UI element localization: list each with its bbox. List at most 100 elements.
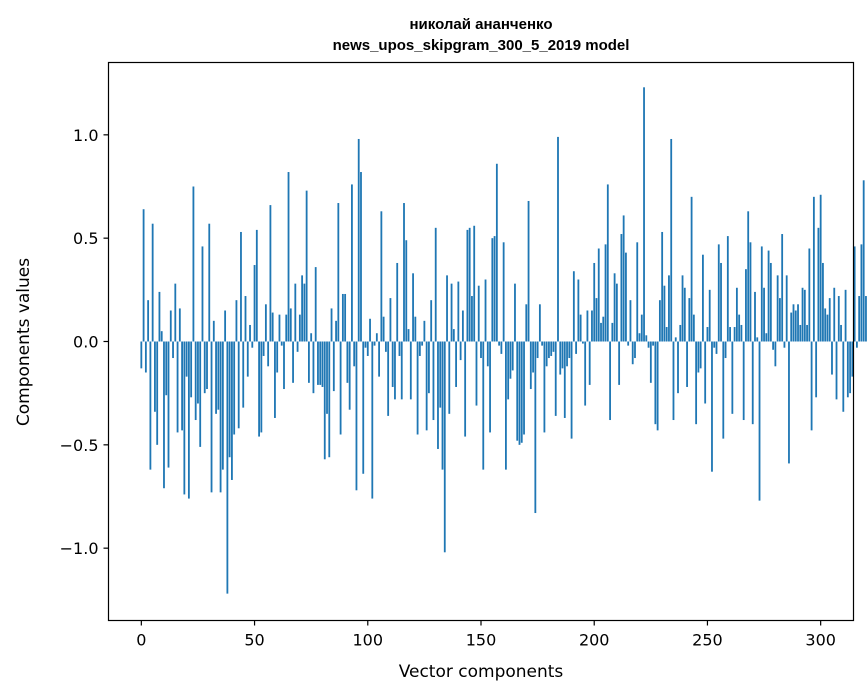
bar [283,341,285,390]
bar [197,341,199,404]
bar [767,250,770,342]
bar [538,304,541,342]
bar [461,310,464,342]
bar [611,322,614,342]
bar [371,341,374,499]
bar [570,341,573,439]
bar [663,285,666,342]
bar [190,341,193,398]
x-tick-label: 0 [136,631,146,650]
bar [475,341,478,406]
bar [527,200,530,342]
bar [627,341,630,346]
bar [332,341,335,392]
x-tick-label: 300 [805,631,836,650]
bar [450,283,453,342]
bar [491,238,494,342]
bar [609,341,611,421]
bar [840,324,842,342]
bar [799,324,802,342]
bar [387,341,390,416]
bar [215,341,217,414]
bar [815,341,818,398]
bar [751,341,754,425]
bar [615,283,618,342]
bar [323,341,326,460]
bar [747,211,750,342]
bar [482,341,485,470]
x-tick-label: 50 [244,631,264,650]
bar [185,341,188,377]
bar [237,341,240,429]
bar [339,341,342,435]
bar [726,236,729,342]
bar [414,316,417,342]
bar [285,314,288,342]
bar [846,341,849,398]
bar [242,341,245,408]
bar [790,312,793,342]
bar [473,225,476,342]
bar [702,254,704,342]
bar [181,341,183,431]
bar [520,341,523,443]
bar [794,310,797,342]
bar [203,341,206,394]
bar [298,314,301,342]
bar [584,341,587,406]
bar [221,341,224,470]
bar [781,234,784,342]
bar [344,293,347,342]
bar [656,341,659,431]
bar [244,296,247,342]
bar [559,341,562,375]
bar [430,300,433,342]
bar [330,308,333,342]
bar [391,341,394,387]
bar [618,341,621,385]
bar [264,304,267,342]
bar [160,331,163,342]
bar [466,229,469,342]
bar [735,287,738,342]
bar [640,314,643,342]
bar [722,341,725,439]
bar [360,172,362,342]
bar [679,324,682,342]
bar [756,337,759,342]
bar [579,314,582,342]
bar [706,327,709,342]
bar [176,341,179,433]
bar [335,320,337,342]
bar [509,341,512,379]
bar [835,341,838,400]
bar [649,341,652,383]
bar [158,291,161,342]
bar [437,341,439,449]
bar [518,341,521,445]
bar [643,87,645,342]
bar [595,298,598,342]
bar [502,242,505,342]
bar [305,190,308,342]
bar [769,262,772,342]
bar [591,310,593,342]
bar [280,341,283,346]
bar [763,287,765,342]
bar [713,341,716,348]
bar [154,341,156,412]
bar [165,341,168,396]
bar [638,333,641,342]
bar [163,341,165,489]
bar [622,215,625,342]
bar [271,312,274,342]
bar [500,341,503,354]
bar-series [140,87,867,594]
bar [837,296,840,342]
bar [212,320,215,342]
bar [326,341,328,414]
bar [328,341,331,458]
bar [208,223,211,342]
bar [853,246,856,342]
bar [405,240,408,342]
